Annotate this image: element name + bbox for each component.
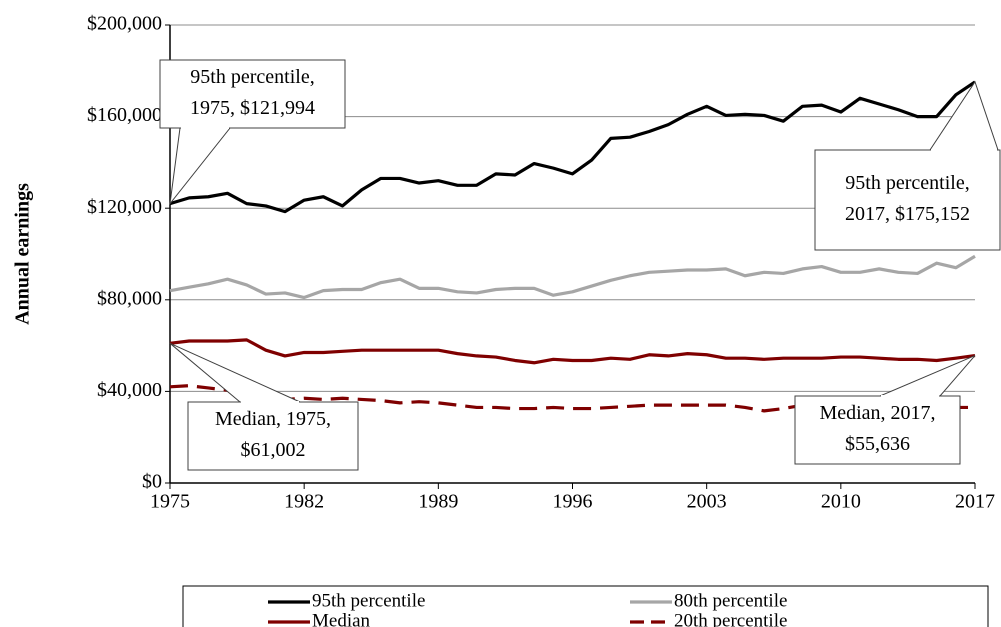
legend-box: [182, 585, 989, 627]
y-tick-label: $120,000: [87, 196, 162, 218]
y-tick-label: $160,000: [87, 104, 162, 126]
x-tick-label: 1982: [284, 491, 324, 513]
x-tick-label: 2010: [821, 491, 861, 513]
x-tick-label: 1989: [418, 491, 458, 513]
callout-text: 1975, $121,994: [190, 97, 315, 119]
callout-box: [814, 149, 1001, 251]
callout-text: Median, 1975,: [215, 408, 331, 430]
callout-text: Median, 2017,: [819, 402, 935, 424]
line-series: [169, 80, 976, 214]
x-tick-label: 1996: [553, 491, 593, 513]
callout-pointer: [169, 127, 232, 206]
y-tick-label: $0: [142, 471, 162, 493]
callout-text: $55,636: [845, 433, 910, 455]
callout-text: 2017, $175,152: [845, 203, 970, 225]
line-series: [169, 384, 975, 413]
y-axis-title: Annual earnings: [12, 183, 34, 325]
callout-text: $61,002: [241, 439, 306, 461]
callout-text: 95th percentile,: [845, 172, 969, 194]
x-tick-label: 1975: [150, 491, 190, 513]
y-tick-label: $200,000: [87, 13, 162, 35]
callout-pointer: [929, 80, 999, 151]
y-tick-label: $80,000: [97, 287, 162, 309]
x-tick-label: 2017: [955, 491, 995, 513]
callout-pointer: [169, 342, 301, 403]
callout-pointer: [879, 355, 976, 397]
callout-box: [187, 401, 359, 471]
line-series: [169, 338, 976, 365]
callout: Median, 2017, $55,636: [794, 355, 976, 465]
x-tick-label: 2003: [687, 491, 727, 513]
callout-box: [159, 59, 346, 129]
callout: 95th percentile, 2017, $175,152: [814, 80, 1001, 251]
callout-box: [794, 395, 961, 465]
y-tick-label: $40,000: [97, 379, 162, 401]
legend-label: 80th percentile: [674, 590, 787, 611]
callout-text: 95th percentile,: [190, 66, 314, 88]
legend-label: 95th percentile: [312, 590, 425, 611]
callout: 95th percentile, 1975, $121,994: [159, 59, 346, 206]
legend-label: 20th percentile: [674, 610, 787, 627]
line-series: [169, 254, 976, 300]
callout: Median, 1975, $61,002: [169, 342, 359, 471]
legend-label: Median: [312, 610, 371, 627]
